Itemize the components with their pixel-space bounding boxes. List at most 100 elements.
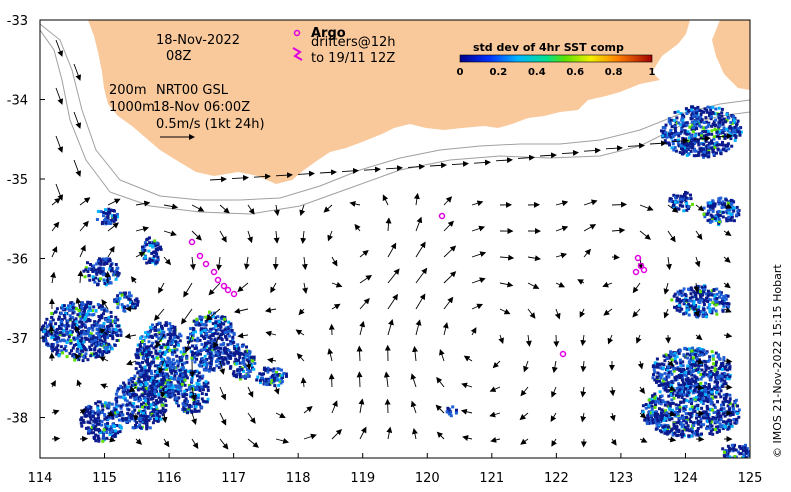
sst-pixel bbox=[704, 416, 708, 420]
sst-pixel bbox=[690, 373, 694, 377]
sst-pixel bbox=[678, 309, 682, 313]
sst-pixel bbox=[704, 368, 708, 372]
sst-pixel bbox=[148, 353, 152, 357]
sst-pixel bbox=[155, 370, 159, 374]
sst-pixel bbox=[687, 302, 691, 306]
sst-pixel bbox=[117, 404, 121, 408]
sst-pixel bbox=[700, 131, 703, 135]
sst-pixel bbox=[174, 389, 178, 393]
current-arrow bbox=[439, 348, 445, 362]
sst-pixel bbox=[131, 410, 135, 414]
sst-pixel bbox=[733, 401, 737, 405]
sst-pixel bbox=[119, 426, 123, 430]
sst-pixel bbox=[89, 417, 93, 421]
sst-pixel bbox=[71, 346, 75, 350]
sst-pixel bbox=[136, 388, 140, 392]
sst-pixel bbox=[81, 418, 85, 422]
sst-pixel bbox=[689, 420, 693, 424]
sst-pixel bbox=[692, 407, 696, 411]
sst-pixel bbox=[263, 382, 267, 386]
current-arrow bbox=[245, 360, 252, 371]
sst-pixel bbox=[222, 322, 226, 326]
sst-pixel bbox=[694, 111, 698, 115]
sst-pixel bbox=[679, 433, 683, 436]
sst-pixel bbox=[721, 447, 725, 451]
sst-pixel bbox=[720, 107, 724, 111]
sst-pixel bbox=[668, 197, 672, 201]
sst-pixel bbox=[689, 193, 692, 197]
sst-pixel bbox=[684, 387, 688, 391]
sst-pixel bbox=[173, 361, 177, 365]
sst-pixel bbox=[702, 121, 706, 125]
sst-pixel bbox=[50, 316, 54, 320]
sst-pixel bbox=[679, 370, 683, 373]
current-arrow bbox=[356, 371, 363, 388]
sst-pixel bbox=[711, 199, 715, 203]
sst-pixel bbox=[696, 427, 700, 430]
sst-pixel bbox=[132, 402, 136, 405]
sst-pixel bbox=[692, 110, 696, 114]
current-arrow bbox=[163, 256, 172, 266]
sst-pixel bbox=[721, 402, 725, 406]
sst-pixel bbox=[144, 383, 148, 387]
sst-pixel bbox=[697, 422, 701, 426]
sst-pixel bbox=[735, 205, 739, 209]
current-arrow bbox=[667, 204, 679, 213]
sst-pixel bbox=[95, 327, 99, 331]
current-arrow bbox=[73, 111, 82, 129]
sst-pixel bbox=[156, 248, 159, 252]
sst-pixel bbox=[208, 319, 212, 323]
sst-pixel bbox=[710, 219, 714, 223]
sst-pixel bbox=[165, 367, 169, 371]
sst-pixel bbox=[671, 408, 674, 412]
sst-pixel bbox=[706, 400, 710, 404]
sst-pixel bbox=[65, 355, 69, 359]
sst-pixel bbox=[107, 277, 111, 280]
sst-pixel bbox=[86, 337, 90, 341]
sst-pixel bbox=[41, 335, 45, 339]
sst-pixel bbox=[170, 351, 174, 355]
sst-pixel bbox=[116, 329, 120, 333]
sst-pixel bbox=[160, 332, 164, 336]
sst-pixel bbox=[135, 421, 139, 425]
sst-pixel bbox=[82, 332, 86, 336]
sst-pixel bbox=[717, 221, 721, 225]
sst-pixel bbox=[149, 406, 153, 410]
sst-pixel bbox=[683, 428, 687, 431]
sst-pixel bbox=[245, 358, 249, 362]
sst-pixel bbox=[70, 301, 74, 305]
current-arrow bbox=[693, 308, 700, 318]
sst-pixel bbox=[114, 272, 118, 276]
sst-pixel bbox=[202, 335, 205, 339]
sst-pixel bbox=[237, 358, 240, 362]
sst-pixel bbox=[662, 354, 666, 358]
sst-pixel bbox=[183, 372, 187, 376]
sst-pixel bbox=[663, 126, 667, 130]
sst-pixel bbox=[151, 393, 155, 396]
sst-pixel bbox=[181, 402, 185, 406]
sst-pixel bbox=[726, 419, 730, 423]
sst-pixel bbox=[703, 153, 706, 157]
sst-pixel bbox=[160, 326, 164, 330]
sst-pixel bbox=[660, 408, 664, 412]
sst-pixel bbox=[724, 198, 728, 202]
sst-pixel bbox=[688, 413, 692, 417]
sst-pixel bbox=[733, 138, 737, 142]
current-arrow bbox=[155, 334, 165, 349]
sst-pixel bbox=[715, 151, 718, 155]
current-arrow bbox=[583, 224, 597, 232]
current-arrow bbox=[460, 408, 473, 415]
sst-pixel bbox=[205, 364, 208, 368]
sst-pixel bbox=[662, 363, 666, 367]
current-arrow bbox=[632, 282, 641, 294]
sst-pixel bbox=[663, 431, 667, 435]
sst-pixel bbox=[77, 309, 81, 312]
sst-pixel bbox=[115, 389, 119, 393]
sst-pixel bbox=[661, 131, 665, 135]
current-arrow bbox=[637, 360, 644, 370]
sst-pixel bbox=[714, 380, 718, 384]
sst-pixel bbox=[139, 350, 143, 353]
sst-pixel bbox=[147, 260, 151, 264]
sst-pixel bbox=[195, 400, 199, 404]
sst-pixel bbox=[96, 413, 100, 417]
